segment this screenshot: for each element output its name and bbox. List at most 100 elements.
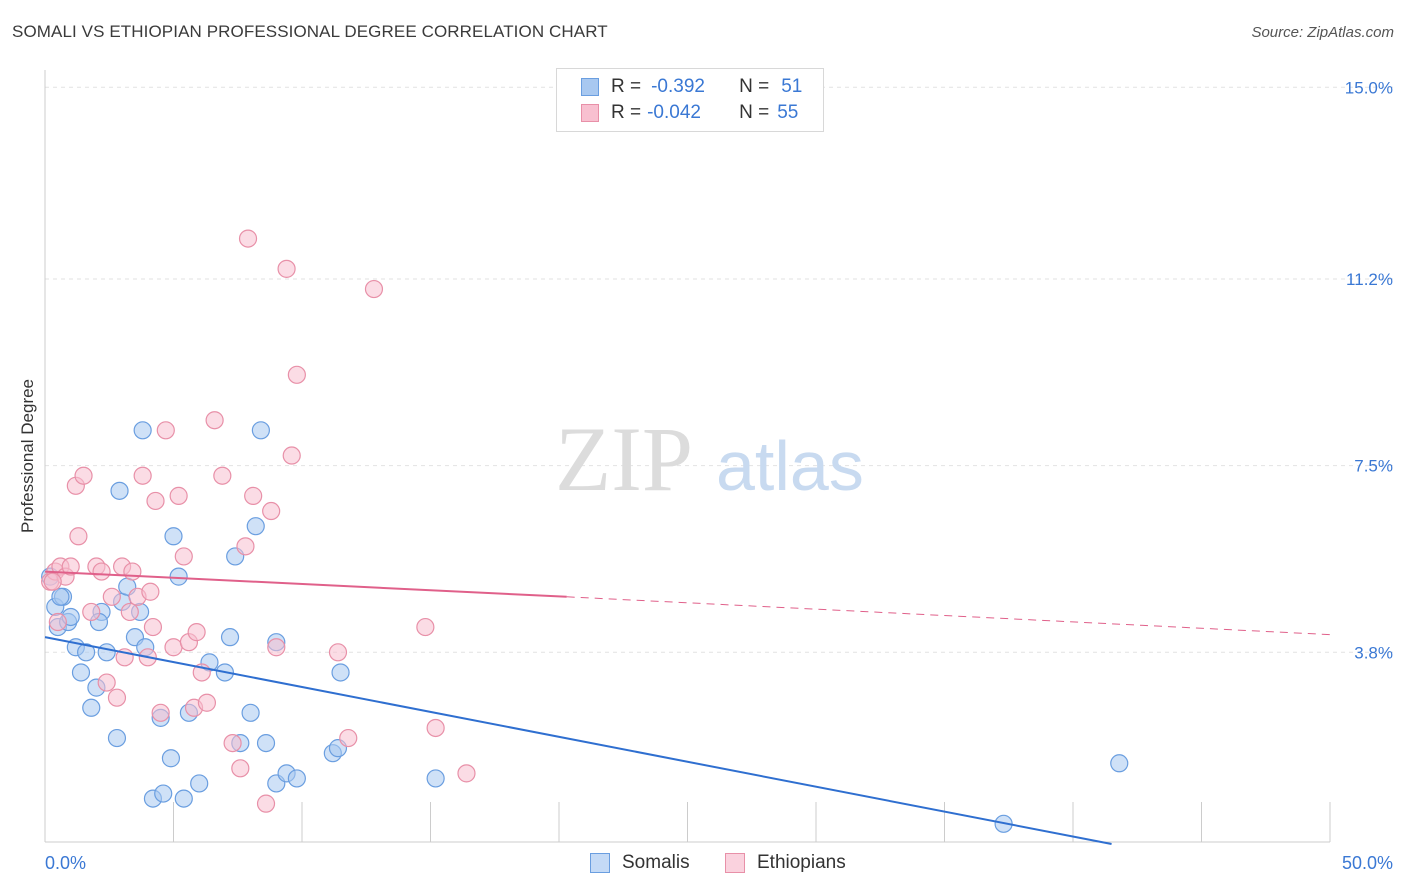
ethiopian-point-49: [426, 718, 445, 738]
ethiopian-point-20: [143, 617, 163, 637]
ethiopian-point-12: [102, 587, 121, 606]
ethiopian-point-24: [164, 638, 183, 657]
ethiopian-trend-extension: [566, 596, 1331, 636]
x-tick-labels: 0.0% 50.0%: [45, 853, 1393, 873]
somalis-legend-swatch: [590, 853, 610, 873]
ethiopian-point-22: [151, 703, 170, 722]
ethiopian-point-52: [43, 572, 62, 591]
ethiopian-point-37: [238, 229, 258, 248]
ethiopian-point-32: [205, 411, 224, 430]
ethiopian-point-54: [141, 582, 160, 601]
stats-row-somalis: R = -0.392 N = 51: [581, 75, 802, 99]
ethiopian-point-23: [156, 421, 175, 440]
somali-point-33: [241, 703, 260, 722]
watermark-zip: ZIP: [555, 408, 693, 510]
legend-item-somalis[interactable]: Somalis: [590, 852, 690, 874]
ethiopian-point-44: [287, 365, 306, 384]
y-tick-label-0: 3.8%: [1354, 643, 1393, 662]
somali-point-45: [426, 769, 445, 788]
ethiopian-point-47: [364, 279, 384, 299]
somali-point-49: [51, 587, 70, 606]
ethiopian-point-51: [48, 612, 67, 632]
ethiopian-point-39: [256, 794, 276, 813]
ethiopian-point-31: [197, 693, 217, 712]
ethiopian-point-36: [236, 537, 255, 556]
ethiopian-point-4: [61, 557, 80, 576]
ethiopian-point-53: [120, 602, 139, 622]
r-value: -0.392: [651, 76, 705, 97]
ethiopian-point-18: [133, 466, 152, 485]
somali-point-30: [220, 628, 240, 647]
n-value: 51: [781, 76, 803, 97]
ethiopian-point-29: [187, 623, 206, 642]
source-credit: Source: ZipAtlas.com: [1251, 24, 1394, 41]
r-label: R =: [611, 76, 642, 97]
trend-lines: [44, 570, 1331, 845]
n-label: N =: [739, 76, 770, 97]
watermark-atlas: atlas: [716, 427, 864, 505]
somali-point-34: [246, 517, 265, 536]
ethiopian-point-10: [92, 562, 111, 581]
somali-point-25: [174, 789, 193, 808]
grid-lines: [45, 86, 1395, 653]
somalis-swatch: [581, 78, 599, 96]
ethiopian-point-40: [262, 501, 281, 521]
legend-item-ethiopians[interactable]: Ethiopians: [725, 852, 846, 874]
ethiopian-point-41: [267, 638, 286, 657]
n-label: N =: [739, 102, 770, 123]
n-value: 55: [777, 102, 799, 123]
ethiopians-swatch: [581, 104, 599, 122]
ethiopian-point-13: [107, 688, 127, 707]
ethiopian-point-16: [123, 562, 142, 581]
somali-point-7: [71, 663, 91, 682]
r-label: R =: [611, 102, 642, 123]
y-axis-label: Professional Degree: [18, 379, 37, 533]
ethiopian-trend-line: [44, 570, 567, 598]
chart-title: SOMALI VS ETHIOPIAN PROFESSIONAL DEGREE …: [12, 22, 608, 41]
somali-trend-line: [44, 636, 1112, 845]
ethiopian-point-8: [82, 602, 101, 622]
somali-point-27: [190, 774, 209, 793]
r-value: -0.042: [647, 102, 701, 123]
somali-point-12: [97, 643, 116, 662]
ethiopian-point-43: [282, 446, 301, 465]
somali-point-43: [110, 481, 129, 500]
somali-point-44: [251, 421, 270, 440]
ethiopian-point-35: [231, 759, 250, 778]
y-tick-label-2: 11.2%: [1346, 270, 1393, 289]
data-points: [41, 229, 1129, 833]
ethiopian-point-42: [277, 259, 296, 278]
somali-point-48: [287, 769, 306, 788]
ethiopian-point-34: [223, 733, 242, 753]
ethiopian-point-46: [339, 728, 358, 748]
somali-point-8: [77, 643, 96, 662]
somali-point-22: [161, 749, 181, 768]
somali-point-42: [133, 421, 152, 440]
somali-point-35: [256, 733, 276, 753]
ethiopian-point-25: [169, 486, 188, 505]
ethiopian-point-7: [74, 466, 93, 485]
ethiopian-point-11: [97, 673, 116, 692]
somali-point-24: [169, 567, 188, 586]
somali-point-23: [164, 527, 183, 546]
ethiopian-point-26: [174, 547, 193, 566]
ethiopian-point-21: [146, 491, 165, 511]
somali-point-41: [331, 663, 350, 682]
series-legend: Somalis Ethiopians: [0, 852, 1406, 878]
ethiopians-legend-swatch: [725, 853, 745, 873]
ethiopian-point-38: [244, 486, 263, 505]
axes: [44, 70, 1331, 843]
stats-legend: R = -0.392 N = 51 R = -0.042 N = 55: [556, 68, 824, 132]
ethiopian-point-50: [457, 764, 476, 783]
somali-point-13: [107, 728, 127, 748]
x-tick-label-0: 0.0%: [45, 853, 86, 873]
y-tick-label-1: 7.5%: [1354, 457, 1393, 476]
ethiopian-point-6: [69, 527, 88, 546]
legend-label: Somalis: [622, 852, 690, 873]
somali-point-9: [82, 698, 101, 717]
legend-label: Ethiopians: [757, 852, 846, 873]
y-tick-labels: 3.8% 7.5% 11.2% 15.0%: [1345, 78, 1393, 662]
x-tick-label-1: 50.0%: [1342, 853, 1393, 873]
y-tick-label-3: 15.0%: [1345, 78, 1393, 97]
